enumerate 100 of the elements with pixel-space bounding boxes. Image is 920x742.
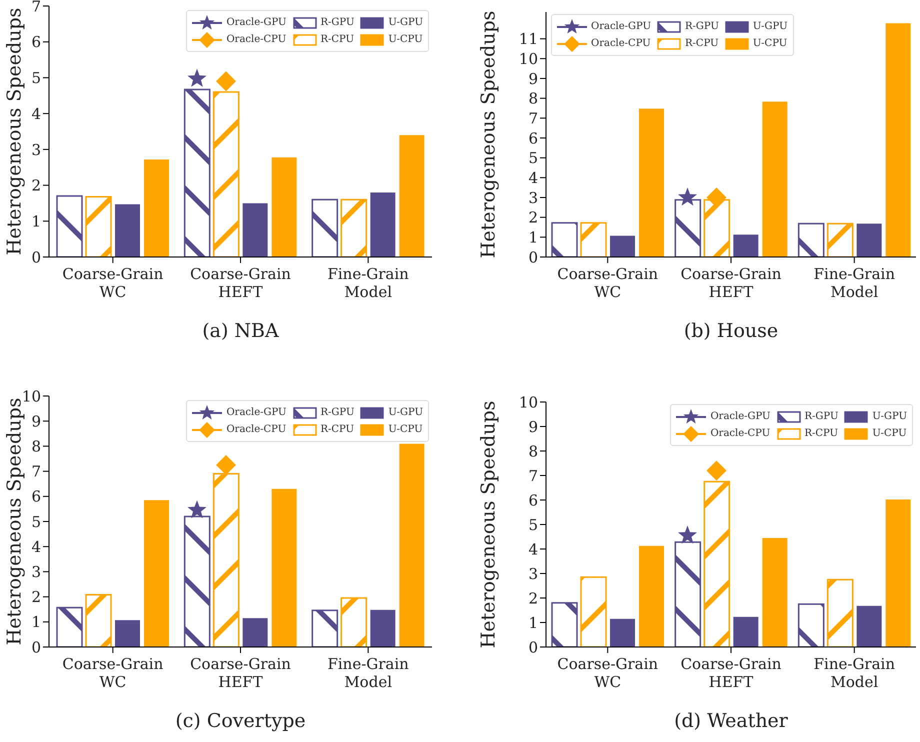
bar (762, 538, 788, 647)
x-tick-label: Fine-Grain Model (814, 655, 896, 691)
x-tick-label: Coarse-Grain HEFT (190, 265, 292, 301)
bar (312, 198, 338, 257)
bar (370, 610, 396, 647)
legend-label: U-GPU (752, 21, 788, 32)
bar (144, 500, 169, 647)
y-tick-label: 7 (31, 462, 41, 481)
y-tick-label: 7 (528, 109, 538, 128)
bar (733, 616, 758, 647)
y-tick-label: 4 (31, 104, 41, 123)
legend-label: R-GPU (804, 411, 838, 422)
bar (580, 576, 607, 647)
y-tick-label: 1 (31, 613, 41, 632)
legend-label: U-CPU (388, 424, 423, 435)
x-tick-label: Coarse-Grain WC (557, 265, 658, 301)
y-tick-label: 8 (528, 442, 538, 460)
y-tick-label: 1 (528, 614, 538, 632)
x-tick-label: Coarse-Grain HEFT (680, 655, 782, 691)
y-axis-title: Heterogeneous Speedups (478, 400, 500, 648)
bar (56, 195, 83, 257)
y-tick-label: 2 (31, 176, 41, 195)
bar (242, 203, 268, 257)
bar (826, 578, 854, 647)
bar (340, 198, 368, 257)
bar (85, 594, 112, 647)
y-tick-label: 0 (31, 638, 41, 656)
legend-label: Oracle-CPU (591, 38, 651, 49)
legend-label: U-CPU (752, 38, 788, 49)
legend-label: Oracle-GPU (591, 21, 652, 32)
y-tick-label: 9 (528, 418, 538, 436)
x-tick-label: Fine-Grain Model (327, 655, 410, 691)
bar (798, 222, 824, 257)
x-tick-label: Coarse-Grain WC (62, 655, 164, 691)
bar (115, 204, 140, 257)
bar (886, 500, 911, 647)
legend-label: R-CPU (320, 34, 354, 45)
y-tick-label: 6 (528, 491, 538, 510)
y-tick-label: 10 (518, 393, 538, 412)
bar (733, 234, 758, 257)
legend-label: U-CPU (388, 34, 423, 45)
bar (144, 159, 169, 257)
text: (c) Covertype (174, 710, 307, 732)
legend-label: R-CPU (685, 38, 719, 49)
y-tick-label: 7 (528, 466, 538, 485)
legend-label: Oracle-GPU (710, 411, 770, 422)
bar (856, 224, 882, 257)
legend-label: R-CPU (804, 428, 838, 439)
y-tick-label: 9 (528, 70, 538, 88)
bar (272, 157, 297, 257)
bar (56, 606, 83, 647)
bar (856, 606, 882, 647)
legend-label: R-CPU (320, 424, 354, 435)
x-tick-label: Coarse-Grain HEFT (190, 655, 292, 691)
legend-label: Oracle-GPU (226, 17, 286, 28)
legend-label: R-GPU (685, 21, 719, 32)
y-tick-label: 10 (518, 50, 538, 68)
y-tick-label: 1 (528, 228, 538, 246)
legend-label: Oracle-GPU (226, 407, 286, 418)
y-tick-label: 5 (528, 149, 538, 168)
y-tick-label: 2 (528, 589, 538, 608)
y-axis-title: Heterogeneous Speedups (478, 10, 500, 258)
bar (639, 108, 664, 257)
bar (798, 603, 824, 647)
legend-label: U-CPU (872, 428, 907, 439)
y-tick-label: 3 (31, 563, 41, 582)
bar (272, 488, 297, 647)
y-tick-label: 0 (528, 248, 538, 266)
y-tick-label: 5 (31, 69, 41, 88)
y-tick-label: 4 (528, 540, 538, 558)
x-tick-label: Coarse-Grain WC (557, 655, 658, 691)
legend-label: U-GPU (388, 17, 423, 28)
y-tick-label: 2 (31, 588, 41, 606)
x-tick-label: Fine-Grain Model (327, 265, 410, 301)
legend-label: R-GPU (320, 17, 354, 28)
text: (b) House (682, 320, 780, 342)
y-tick-label: 0 (528, 638, 538, 656)
bar (551, 602, 578, 647)
bar (639, 546, 664, 647)
y-tick-label: 4 (528, 168, 538, 187)
x-tick-label: Coarse-Grain HEFT (680, 265, 782, 301)
bar (551, 222, 578, 257)
legend-label: R-GPU (320, 407, 354, 418)
y-tick-label: 5 (31, 512, 41, 531)
y-tick-label: 1 (31, 212, 41, 230)
bar (184, 88, 210, 257)
legend-label: Oracle-CPU (226, 34, 286, 45)
bar (610, 236, 635, 257)
y-tick-label: 3 (528, 188, 538, 207)
bar (826, 222, 854, 257)
y-tick-label: 3 (31, 140, 41, 159)
x-tick-label: Fine-Grain Model (814, 265, 896, 301)
text: (d) Weather (673, 710, 789, 732)
y-tick-label: 8 (31, 438, 41, 456)
x-tick-label: Coarse-Grain WC (62, 265, 164, 301)
bar (85, 196, 112, 257)
bar (886, 23, 911, 257)
bar (399, 135, 424, 257)
y-tick-label: 9 (31, 412, 41, 430)
bar (762, 102, 788, 257)
